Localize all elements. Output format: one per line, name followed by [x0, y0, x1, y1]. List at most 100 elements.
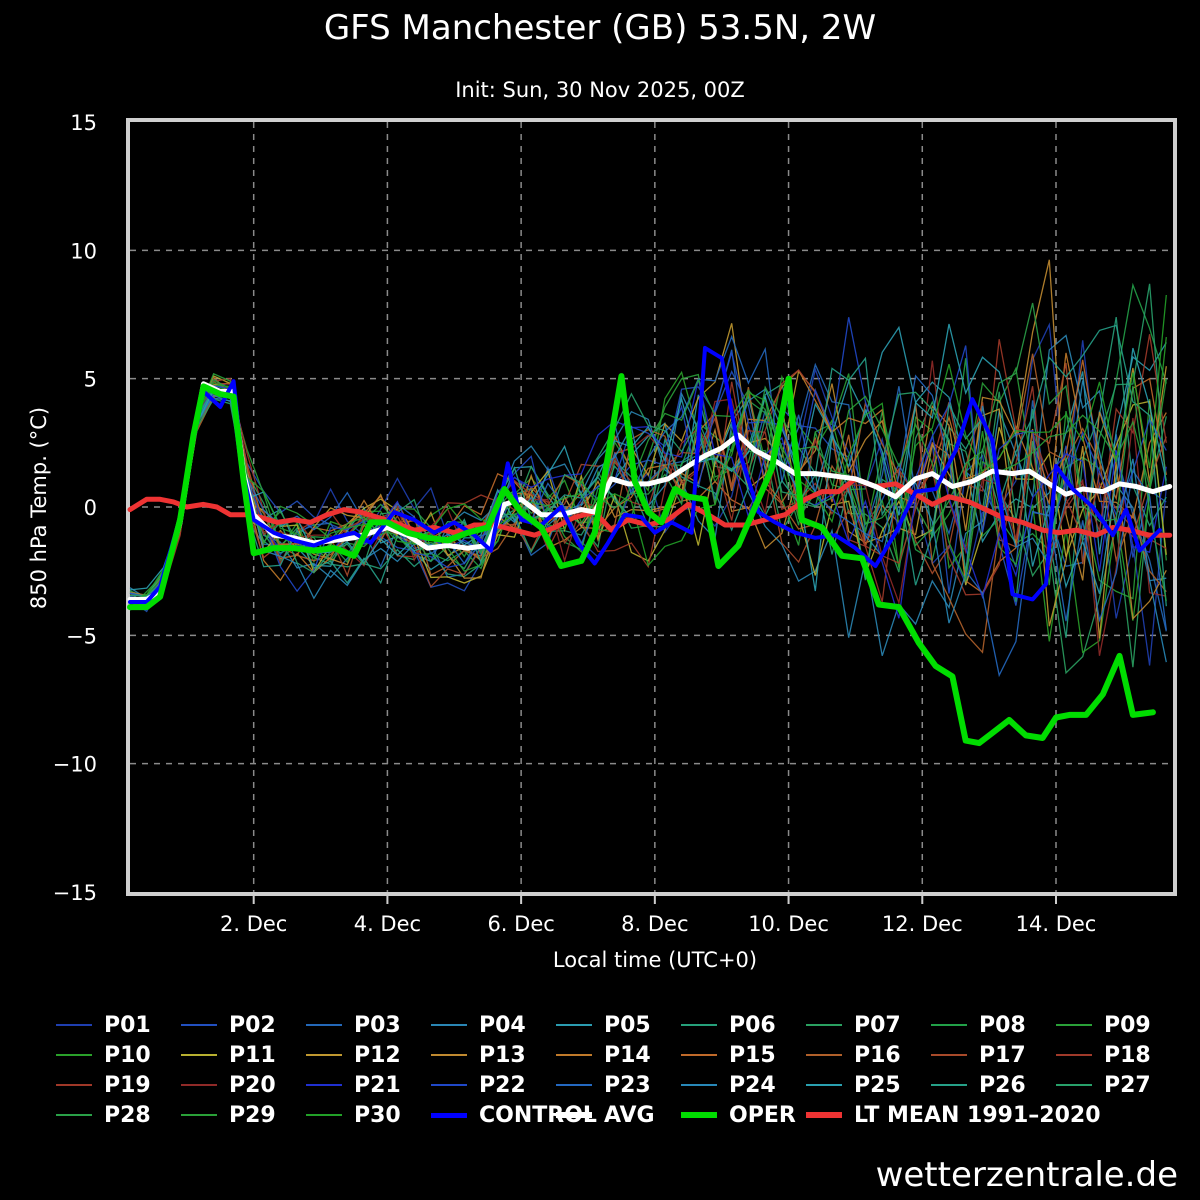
- legend-swatch: [56, 1024, 92, 1026]
- legend-swatch: [56, 1084, 92, 1086]
- y-tick-label: −5: [66, 624, 97, 648]
- legend-label: P09: [1104, 1012, 1151, 1038]
- legend-label: P12: [354, 1042, 401, 1068]
- legend-item: OPER: [681, 1100, 796, 1130]
- legend-label: P28: [104, 1102, 151, 1128]
- legend-swatch: [681, 1112, 717, 1118]
- legend-label: P21: [354, 1072, 401, 1098]
- legend-swatch: [56, 1054, 92, 1056]
- legend-label: P10: [104, 1042, 151, 1068]
- legend-item: AVG: [556, 1100, 655, 1130]
- x-axis-label: Local time (UTC+0): [552, 948, 758, 972]
- y-axis-label: 850 hPa Temp. (°C): [27, 406, 51, 610]
- legend-label: P23: [604, 1072, 651, 1098]
- x-tick-label: 14. Dec: [1016, 912, 1097, 936]
- legend-item: P24: [681, 1070, 776, 1100]
- legend-swatch: [556, 1024, 592, 1026]
- legend-item: P02: [181, 1010, 276, 1040]
- legend-swatch: [1056, 1084, 1092, 1086]
- series-lines: [127, 345, 1173, 747]
- legend-item: P16: [806, 1040, 901, 1070]
- ensemble-line-p05: [129, 325, 1167, 603]
- legend-swatch: [306, 1054, 342, 1056]
- legend-swatch: [431, 1084, 467, 1086]
- series-line-oper: [127, 373, 1156, 747]
- legend-item: P11: [181, 1040, 276, 1070]
- legend-item: P25: [806, 1070, 901, 1100]
- legend-swatch: [306, 1084, 342, 1086]
- legend-label: P19: [104, 1072, 151, 1098]
- x-tick-label: 4. Dec: [354, 912, 421, 936]
- legend-swatch: [806, 1024, 842, 1026]
- legend-swatch: [806, 1112, 842, 1118]
- legend-swatch: [181, 1114, 217, 1116]
- legend-label: P16: [854, 1042, 901, 1068]
- y-tick-labels: 15 10 5 0 −5 −10 −15: [53, 111, 97, 905]
- ensemble-line-p27: [129, 283, 1167, 602]
- legend-swatch: [306, 1024, 342, 1026]
- legend-item: P13: [431, 1040, 526, 1070]
- legend-swatch: [56, 1114, 92, 1116]
- y-tick-label: −10: [53, 753, 97, 777]
- legend-item: P04: [431, 1010, 526, 1040]
- ensemble-line-p19: [129, 339, 1167, 611]
- legend-item: P26: [931, 1070, 1026, 1100]
- series-line-lt-mean-1991-2020: [127, 476, 1173, 538]
- legend-swatch: [931, 1084, 967, 1086]
- legend-label: P25: [854, 1072, 901, 1098]
- legend-item: P14: [556, 1040, 651, 1070]
- legend-label: P05: [604, 1012, 651, 1038]
- legend-item: P20: [181, 1070, 276, 1100]
- legend-label: P26: [979, 1072, 1026, 1098]
- legend-swatch: [181, 1084, 217, 1086]
- legend-item: P30: [306, 1100, 401, 1130]
- legend-label: P07: [854, 1012, 901, 1038]
- y-tick-label: 0: [84, 496, 97, 520]
- legend-swatch: [931, 1024, 967, 1026]
- series-line-control: [128, 345, 1162, 604]
- legend-label: P27: [1104, 1072, 1151, 1098]
- legend-item: P29: [181, 1100, 276, 1130]
- legend-item: P12: [306, 1040, 401, 1070]
- y-tick-label: −15: [53, 881, 97, 905]
- ensemble-line-p29: [129, 372, 1167, 609]
- x-tick-labels: 2. Dec 4. Dec 6. Dec 8. Dec 10. Dec 12. Dec 14…: [220, 912, 1096, 936]
- legend-label: P17: [979, 1042, 1026, 1068]
- legend-item: P09: [1056, 1010, 1151, 1040]
- legend-swatch: [431, 1054, 467, 1056]
- legend-label: P02: [229, 1012, 276, 1038]
- legend-label: P13: [479, 1042, 526, 1068]
- legend-label: P03: [354, 1012, 401, 1038]
- x-tick-label: 10. Dec: [748, 912, 829, 936]
- legend-label: P06: [729, 1012, 776, 1038]
- legend-label: P11: [229, 1042, 276, 1068]
- legend-item: P15: [681, 1040, 776, 1070]
- legend-item: P22: [431, 1070, 526, 1100]
- legend-item: P07: [806, 1010, 901, 1040]
- legend-swatch: [431, 1024, 467, 1026]
- legend-item: P05: [556, 1010, 651, 1040]
- legend-item: P08: [931, 1010, 1026, 1040]
- legend-swatch: [1056, 1024, 1092, 1026]
- legend-item: P28: [56, 1100, 151, 1130]
- page-title: GFS Manchester (GB) 53.5N, 2W: [323, 8, 877, 48]
- ensemble-chart: 15 10 5 0 −5 −10 −15 2. Dec 4. Dec 6. Dec 8. Dec 1…: [53, 111, 1177, 936]
- legend-swatch: [1056, 1054, 1092, 1056]
- ensemble-line-p10: [129, 337, 1167, 654]
- legend-label: P15: [729, 1042, 776, 1068]
- legend-item: P06: [681, 1010, 776, 1040]
- legend-item: LT MEAN 1991–2020: [806, 1100, 1101, 1130]
- y-tick-label: 15: [70, 111, 97, 135]
- legend-item: P27: [1056, 1070, 1151, 1100]
- x-tick-label: 8. Dec: [621, 912, 688, 936]
- x-tick-label: 12. Dec: [882, 912, 963, 936]
- legend-item: P23: [556, 1070, 651, 1100]
- legend-item: P03: [306, 1010, 401, 1040]
- legend-label: P01: [104, 1012, 151, 1038]
- legend-swatch: [306, 1114, 342, 1116]
- legend-label: OPER: [729, 1102, 796, 1128]
- legend-label: P20: [229, 1072, 276, 1098]
- y-tick-label: 5: [84, 368, 97, 392]
- page-subtitle: Init: Sun, 30 Nov 2025, 00Z: [455, 78, 745, 102]
- legend-label: P08: [979, 1012, 1026, 1038]
